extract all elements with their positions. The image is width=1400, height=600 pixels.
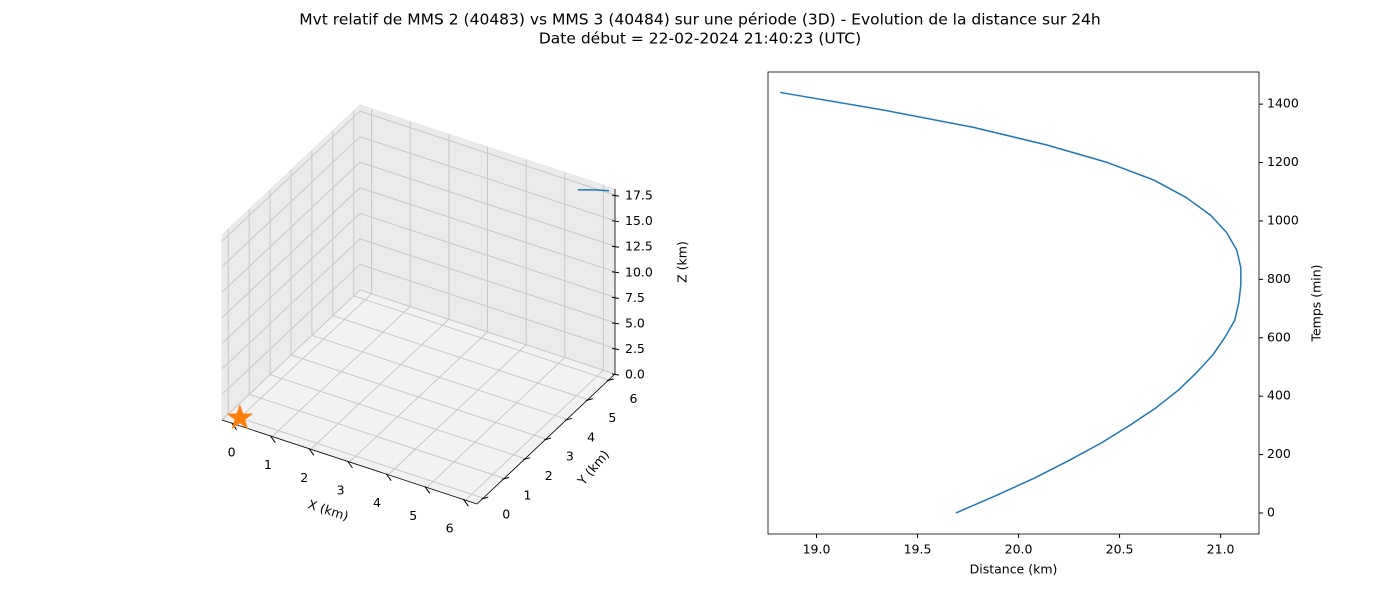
grid-line (353, 295, 609, 381)
grid-line (359, 212, 616, 298)
z-tick-label: 2.5 (625, 341, 645, 356)
x-tick-label: 5 (409, 508, 417, 523)
grid-line (249, 393, 505, 479)
z-tick (611, 373, 620, 376)
z-tick-label: 17.5 (625, 188, 653, 203)
y-tick-label: 3 (566, 449, 574, 464)
x-tick (269, 435, 276, 443)
x-tick-label: 3 (337, 483, 345, 498)
plot-area (767, 71, 1260, 535)
y-tick-label: 5 (608, 410, 616, 425)
y-tick-label: 600 (1267, 329, 1291, 344)
grid-line (290, 354, 547, 440)
x-tick-label: 1 (264, 457, 272, 472)
x-tick (308, 447, 315, 456)
grid-line (221, 264, 361, 395)
x-tick-label: 19.5 (904, 542, 932, 557)
grid-line (221, 238, 361, 370)
grid-line (221, 136, 361, 268)
grid-line (228, 413, 484, 499)
y-tick-label: 4 (587, 429, 595, 444)
x-axis-line (221, 419, 478, 505)
x-tick-label: 4 (373, 495, 381, 510)
grid-line (311, 334, 568, 420)
z-tick-label: 10.0 (625, 264, 653, 279)
line-3d (577, 189, 610, 192)
x-tick-label: 21.0 (1207, 542, 1235, 557)
z-tick (611, 322, 620, 325)
x-axis-label: Distance (km) (970, 562, 1058, 577)
z-tick-label: 15.0 (625, 213, 653, 228)
y-axis-line (476, 373, 616, 505)
grid-line (221, 161, 361, 293)
y-tick-label: 800 (1267, 271, 1291, 286)
y-tick-label: 6 (630, 391, 638, 406)
x-tick (463, 498, 469, 507)
y-tick-label: 1 (524, 487, 532, 502)
z-tick-label: 5.0 (625, 315, 645, 330)
y-axis-label: Temps (min) (1309, 264, 1324, 342)
grid-line (359, 110, 616, 196)
y-tick-label: 1400 (1267, 96, 1299, 111)
y-tick-label: 200 (1267, 446, 1291, 461)
figure-title: Mvt relatif de MMS 2 (40483) vs MMS 3 (4… (299, 11, 1101, 29)
grid-line (332, 315, 588, 401)
x-tick-label: 19.0 (803, 542, 831, 557)
z-tick (611, 271, 620, 274)
y-tick-label: 2 (545, 468, 553, 483)
z-tick-label: 12.5 (625, 239, 653, 254)
x-tick-label: 20.0 (1005, 542, 1033, 557)
z-tick (611, 296, 620, 299)
figure-subtitle: Date début = 22-02-2024 21:40:23 (UTC) (539, 30, 861, 48)
z-tick-label: 7.5 (625, 290, 645, 305)
grid-line (221, 289, 361, 421)
grid-line (221, 212, 361, 344)
z-tick (611, 194, 620, 197)
x-tick-label: 6 (446, 521, 454, 536)
x-tick (347, 460, 353, 469)
grid-line (359, 161, 616, 247)
z-tick (611, 245, 620, 248)
grid-line (359, 136, 616, 222)
y-tick-label: 1200 (1267, 154, 1299, 169)
grid-line (221, 187, 361, 319)
x-tick-label: 0 (228, 444, 236, 459)
y-tick-label: 400 (1267, 388, 1291, 403)
grid-line (269, 374, 526, 460)
y-tick-label: 0 (502, 507, 510, 522)
grid-line (221, 110, 361, 242)
y-tick-label: 1000 (1267, 212, 1299, 227)
grid-line (359, 238, 616, 324)
x-tick-label: 20.5 (1106, 542, 1134, 557)
grid-line (359, 187, 616, 273)
grid-line (359, 263, 616, 349)
z-tick (611, 347, 620, 350)
x-tick (424, 486, 431, 494)
x-tick-label: 2 (300, 470, 308, 485)
y-tick-label: 0 (1267, 504, 1275, 519)
star-marker (226, 403, 254, 430)
grid-line (359, 289, 616, 375)
z-tick-label: 0.0 (625, 367, 645, 382)
z-axis-label: Z (km) (675, 241, 690, 283)
z-tick (611, 220, 620, 223)
x-tick (385, 473, 392, 482)
line (779, 91, 1242, 514)
